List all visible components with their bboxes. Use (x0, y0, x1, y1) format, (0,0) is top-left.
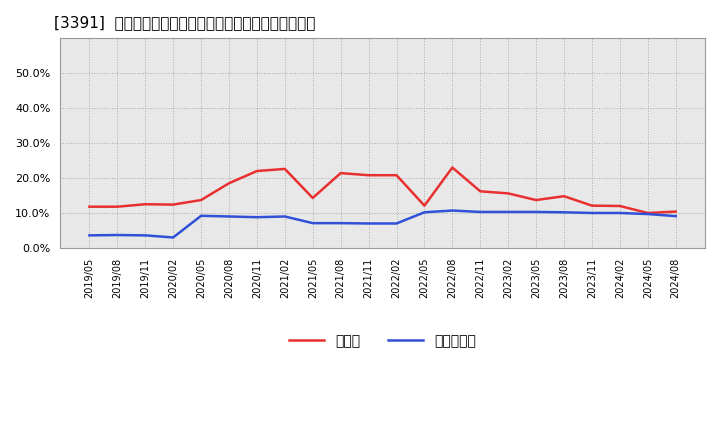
現預金 (141, 202, 150, 207)
現預金 (197, 198, 205, 203)
Line: 有利子負債: 有利子負債 (89, 211, 675, 238)
現預金 (225, 180, 233, 186)
現預金 (392, 172, 401, 178)
有利子負債 (197, 213, 205, 218)
現預金 (281, 166, 289, 172)
有利子負債 (588, 210, 596, 216)
有利子負債 (281, 214, 289, 219)
有利子負債 (253, 215, 261, 220)
有利子負債 (616, 210, 624, 216)
現預金 (364, 172, 373, 178)
有利子負債 (420, 209, 428, 215)
現預金 (113, 204, 122, 209)
現預金 (420, 203, 428, 208)
有利子負債 (392, 221, 401, 226)
Line: 現預金: 現預金 (89, 168, 675, 213)
有利子負債 (476, 209, 485, 215)
有利子負債 (225, 214, 233, 219)
現預金 (308, 195, 317, 201)
有利子負債 (559, 209, 568, 215)
現預金 (532, 198, 541, 203)
現預金 (644, 210, 652, 216)
有利子負債 (141, 233, 150, 238)
有利子負債 (113, 232, 122, 238)
現預金 (671, 209, 680, 214)
Legend: 現預金, 有利子負債: 現預金, 有利子負債 (284, 328, 482, 353)
現預金 (336, 170, 345, 176)
現預金 (169, 202, 178, 207)
現預金 (616, 203, 624, 209)
Text: [3391]  現預金、有利子負債の総資産に対する比率の推移: [3391] 現預金、有利子負債の総資産に対する比率の推移 (54, 15, 315, 30)
現預金 (504, 191, 513, 196)
現預金 (476, 189, 485, 194)
現預金 (85, 204, 94, 209)
有利子負債 (336, 220, 345, 226)
有利子負債 (308, 220, 317, 226)
現預金 (448, 165, 456, 170)
有利子負債 (85, 233, 94, 238)
有利子負債 (644, 211, 652, 216)
有利子負債 (532, 209, 541, 215)
現預金 (588, 203, 596, 208)
現預金 (253, 169, 261, 174)
有利子負債 (169, 235, 178, 240)
有利子負債 (671, 213, 680, 219)
現預金 (559, 194, 568, 199)
有利子負債 (448, 208, 456, 213)
有利子負債 (504, 209, 513, 215)
有利子負債 (364, 221, 373, 226)
